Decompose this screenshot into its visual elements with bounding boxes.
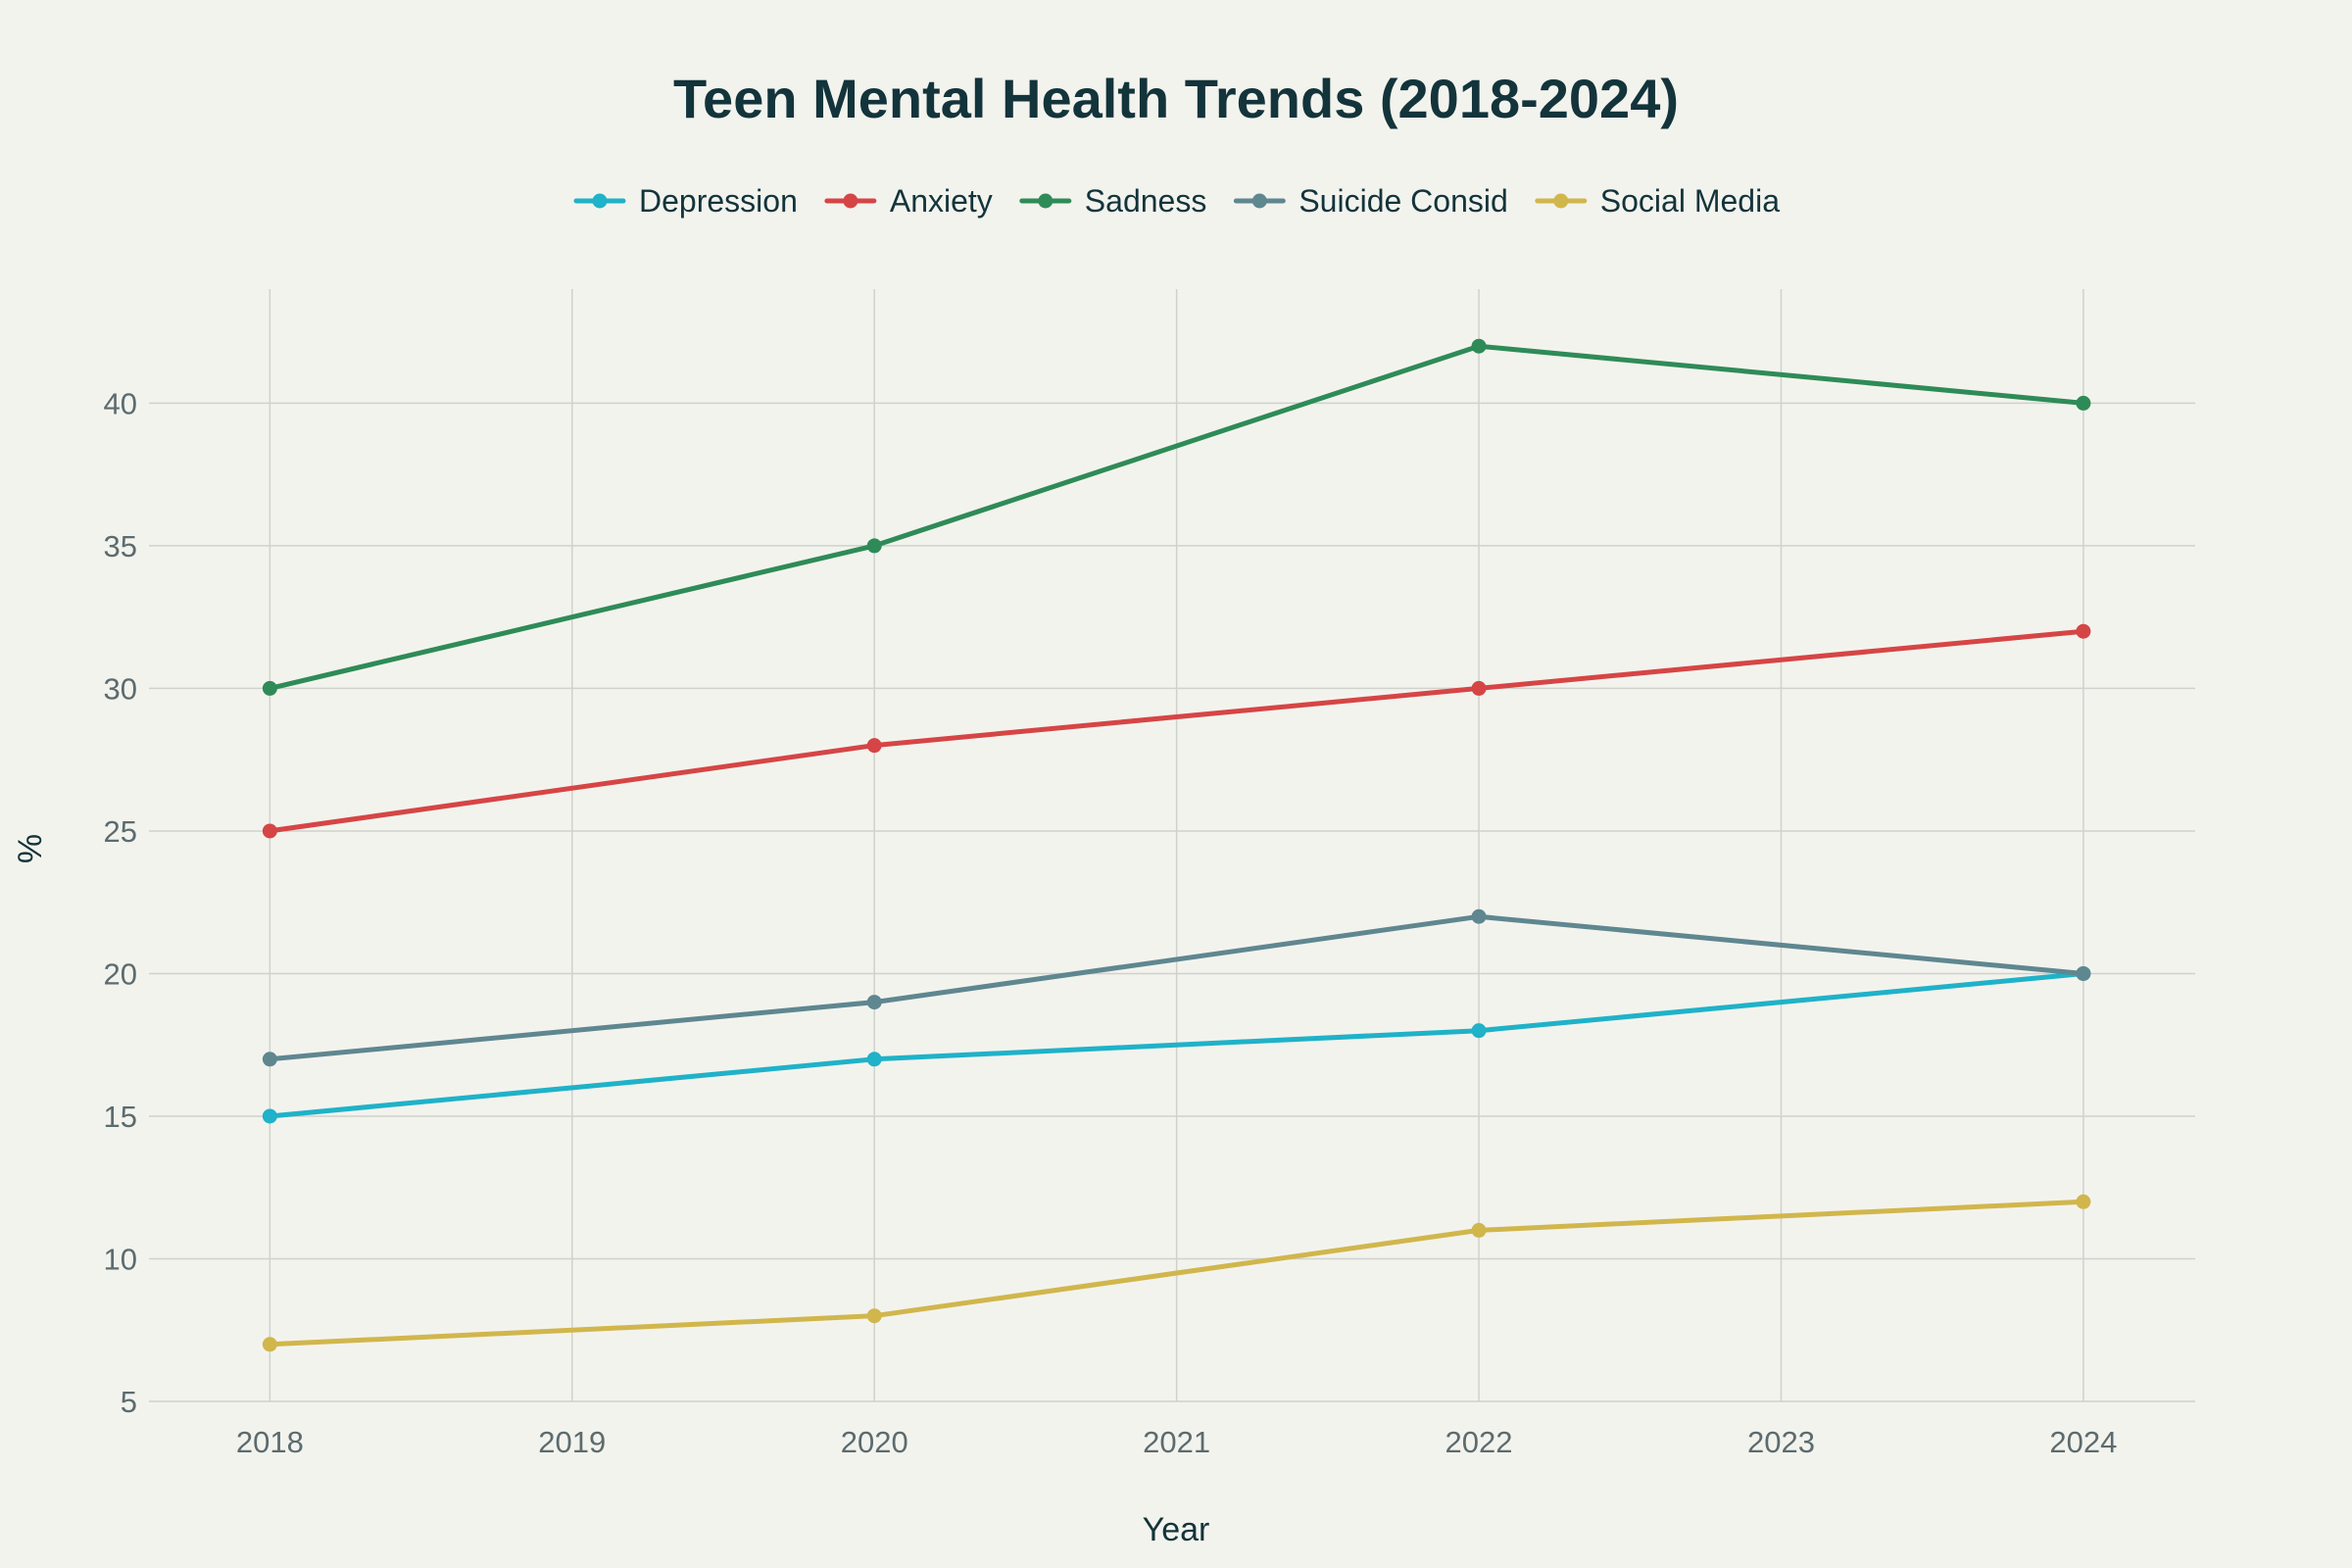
- data-point-suicide-consid: [262, 1052, 277, 1067]
- data-point-anxiety: [2076, 623, 2091, 639]
- chart-title: Teen Mental Health Trends (2018-2024): [673, 68, 1679, 129]
- legend-swatch-marker: [1553, 193, 1569, 209]
- x-tick-label: 2023: [1747, 1425, 1815, 1459]
- legend-swatch-marker: [843, 193, 858, 209]
- series-line-anxiety: [267, 628, 2086, 834]
- y-tick-label: 15: [104, 1100, 137, 1134]
- y-tick-label: 30: [104, 671, 137, 706]
- legend-item[interactable]: Social Media: [1535, 183, 1780, 219]
- legend-item[interactable]: Suicide Consid: [1233, 183, 1508, 219]
- y-tick-label: 20: [104, 956, 137, 991]
- x-axis-ticks: 2018 2019 2020 2021 2022 2023 2024: [236, 1425, 2117, 1459]
- legend-item[interactable]: Anxiety: [824, 183, 993, 219]
- legend-label: Anxiety: [890, 183, 993, 219]
- y-tick-label: 10: [104, 1242, 137, 1276]
- series-line-depression: [267, 971, 2086, 1119]
- data-point-social-media: [262, 1337, 277, 1352]
- x-tick-label: 2021: [1143, 1425, 1210, 1459]
- y-axis-label: %: [12, 834, 49, 863]
- y-tick-label: 25: [104, 814, 137, 849]
- y-axis-ticks: 5 10 15 20 25 30 35 40: [104, 386, 137, 1419]
- legend-swatch-marker: [592, 193, 608, 209]
- legend-swatch-marker: [1251, 193, 1267, 209]
- series-line-social-media: [267, 1199, 2086, 1348]
- legend-item[interactable]: Sadness: [1019, 183, 1207, 219]
- grid: [149, 289, 2195, 1402]
- legend-label: Suicide Consid: [1298, 183, 1507, 219]
- data-point-anxiety: [262, 823, 277, 839]
- series-points: [262, 338, 2091, 1352]
- data-point-suicide-consid: [1471, 908, 1487, 924]
- series-line-sadness: [267, 343, 2086, 691]
- series-lines: [267, 343, 2086, 1348]
- x-tick-label: 2018: [236, 1425, 304, 1459]
- data-point-social-media: [1471, 1222, 1487, 1238]
- legend-item[interactable]: Depression: [573, 183, 798, 219]
- data-point-depression: [262, 1108, 277, 1124]
- y-tick-label: 5: [121, 1385, 137, 1419]
- data-point-anxiety: [866, 738, 882, 754]
- data-point-anxiety: [1471, 680, 1487, 696]
- x-tick-label: 2024: [2049, 1425, 2117, 1459]
- y-tick-label: 35: [104, 529, 137, 564]
- legend-swatch-marker: [1038, 193, 1054, 209]
- data-point-social-media: [866, 1308, 882, 1324]
- legend-label: Sadness: [1085, 183, 1207, 219]
- data-point-sadness: [262, 680, 277, 696]
- data-point-suicide-consid: [866, 995, 882, 1010]
- x-tick-label: 2022: [1446, 1425, 1513, 1459]
- data-point-suicide-consid: [2076, 965, 2091, 981]
- data-point-depression: [866, 1052, 882, 1067]
- x-axis-label: Year: [1143, 1511, 1210, 1548]
- x-tick-label: 2019: [538, 1425, 606, 1459]
- series-line-suicide-consid: [267, 913, 2086, 1062]
- legend-label: Depression: [639, 183, 798, 219]
- legend-label: Social Media: [1600, 183, 1780, 219]
- x-tick-label: 2020: [841, 1425, 908, 1459]
- data-point-social-media: [2076, 1194, 2091, 1209]
- data-point-depression: [1471, 1023, 1487, 1039]
- data-point-sadness: [2076, 395, 2091, 411]
- data-point-sadness: [866, 538, 882, 554]
- data-point-sadness: [1471, 338, 1487, 354]
- legend: Depression Anxiety Sadness Suicide Consid So…: [573, 183, 1780, 219]
- y-tick-label: 40: [104, 386, 137, 420]
